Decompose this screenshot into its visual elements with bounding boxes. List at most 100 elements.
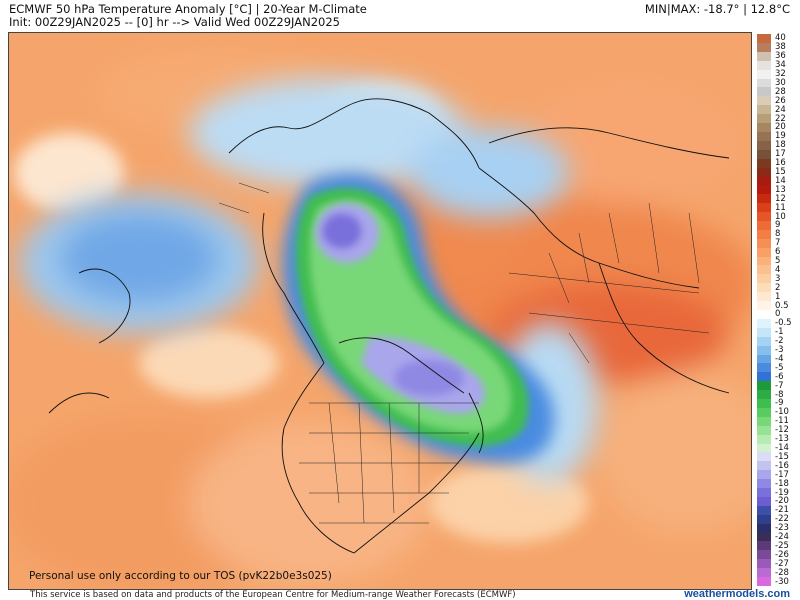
color-scale-cell (757, 220, 771, 231)
color-scale-cell (757, 318, 771, 329)
color-scale-cell (757, 212, 771, 222)
color-scale-label: 20 (775, 122, 786, 133)
color-scale-cell (757, 114, 771, 124)
color-scale-label: -10 (775, 407, 789, 418)
color-scale-cell (757, 550, 771, 560)
color-scale-cell (757, 194, 771, 204)
color-scale-label: 11 (775, 202, 786, 213)
init-valid-time: Init: 00Z29JAN2025 -- [0] hr --> Valid W… (9, 15, 340, 29)
color-scale-cell (757, 310, 771, 320)
color-scale-label: 5 (775, 256, 781, 267)
color-scale-cell (757, 336, 771, 347)
color-scale-label: 10 (775, 211, 786, 222)
color-scale-label: -13 (775, 434, 789, 445)
polar-vortex-core-purple (315, 203, 485, 414)
color-scale-cell (757, 461, 771, 471)
color-scale-label: 13 (775, 184, 786, 195)
color-scale-label: 0 (775, 309, 781, 320)
color-scale-cell (757, 452, 771, 462)
color-scale-cell (757, 416, 771, 427)
site-link[interactable]: weathermodels.com (684, 588, 790, 600)
color-scale-label: -16 (775, 460, 789, 471)
color-scale-label: -7 (775, 380, 784, 391)
color-scale-label: -18 (775, 478, 789, 489)
color-scale-label: 0.5 (775, 300, 789, 311)
temperature-anomaly-map[interactable]: Personal use only according to our TOS (… (8, 32, 752, 590)
color-scale-label: -3 (775, 345, 784, 356)
color-scale-label: 9 (775, 220, 781, 231)
color-scale-cell (757, 176, 771, 186)
color-scale-label: -4 (775, 353, 784, 364)
color-scale-cell (757, 140, 771, 151)
color-scale-label: 4 (775, 264, 781, 275)
color-scale-cell (757, 274, 771, 284)
color-scale-cell (757, 105, 771, 115)
color-scale-cell (757, 96, 771, 106)
color-scale-cell (757, 256, 771, 266)
color-scale-cell (757, 434, 771, 445)
color-scale-label: 12 (775, 193, 786, 204)
map-header: ECMWF 50 hPa Temperature Anomaly [°C] | … (0, 0, 800, 30)
color-scale-cell (757, 131, 771, 142)
tos-notice: Personal use only according to our TOS (… (29, 570, 332, 582)
color-scale-label: 1 (775, 291, 781, 302)
color-scale-label: 19 (775, 131, 786, 142)
color-scale-cell (757, 514, 771, 525)
color-scale-label: 17 (775, 149, 786, 160)
color-scale-cell (757, 407, 771, 418)
color-scale-label: 7 (775, 238, 781, 249)
color-scale-label: -0.5 (775, 318, 792, 329)
color-scale-cell (757, 158, 771, 169)
color-scale-cell (757, 488, 771, 498)
color-scale-cell (757, 470, 771, 480)
color-scale-cell (757, 327, 771, 338)
color-scale-label: 36 (775, 51, 786, 62)
color-scale-label: 26 (775, 95, 786, 106)
color-scale-cell (757, 541, 771, 551)
min-max-readout: MIN|MAX: -18.7° | 12.8°C (644, 2, 790, 16)
color-scale-label: -6 (775, 371, 784, 382)
color-scale-label: -28 (775, 567, 789, 578)
color-scale-label: 16 (775, 158, 786, 169)
color-scale-cell (757, 123, 771, 133)
color-scale-label: 32 (775, 69, 786, 80)
color-scale-label: -24 (775, 532, 789, 543)
color-scale-cell (757, 69, 771, 79)
map-canvas (9, 33, 751, 589)
color-scale-cell (757, 60, 771, 71)
political-borders (218, 182, 710, 524)
color-scale-cell (757, 149, 771, 160)
color-scale-label: -27 (775, 558, 789, 569)
color-scale-label: -14 (775, 443, 789, 453)
color-scale-cell (757, 247, 771, 258)
color-scale-cell (757, 399, 771, 409)
color-scale-cell (757, 505, 771, 516)
color-scale-cell (757, 265, 771, 275)
color-scale-cell (757, 532, 771, 542)
color-scale-cell (757, 354, 771, 364)
color-scale-cell (757, 523, 771, 534)
color-scale-cell (757, 345, 771, 355)
color-scale-label: 8 (775, 229, 781, 240)
color-scale-cell (757, 229, 771, 240)
color-scale-cell (757, 51, 771, 62)
color-scale-cell (757, 185, 771, 195)
color-scale-label: -30 (775, 576, 789, 587)
color-scale-label: 30 (775, 77, 786, 88)
color-scale-label: -11 (775, 416, 789, 427)
color-scale-cell (757, 496, 771, 507)
color-scale-label: 18 (775, 140, 786, 151)
color-scale-cell (757, 372, 771, 382)
color-scale-cell (757, 479, 771, 489)
color-scale-label: -2 (775, 336, 784, 347)
color-scale-label: -12 (775, 425, 789, 436)
color-scale-cell (757, 292, 771, 302)
color-scale-label: 28 (775, 86, 786, 97)
color-scale-cell (757, 301, 771, 311)
color-scale-cell (757, 78, 771, 88)
color-scale-label: 22 (775, 113, 786, 124)
color-scale-cell (757, 238, 771, 249)
color-scale-cell (757, 363, 771, 373)
color-scale-cell (757, 568, 771, 578)
warm-anomaly-patches (9, 53, 751, 589)
